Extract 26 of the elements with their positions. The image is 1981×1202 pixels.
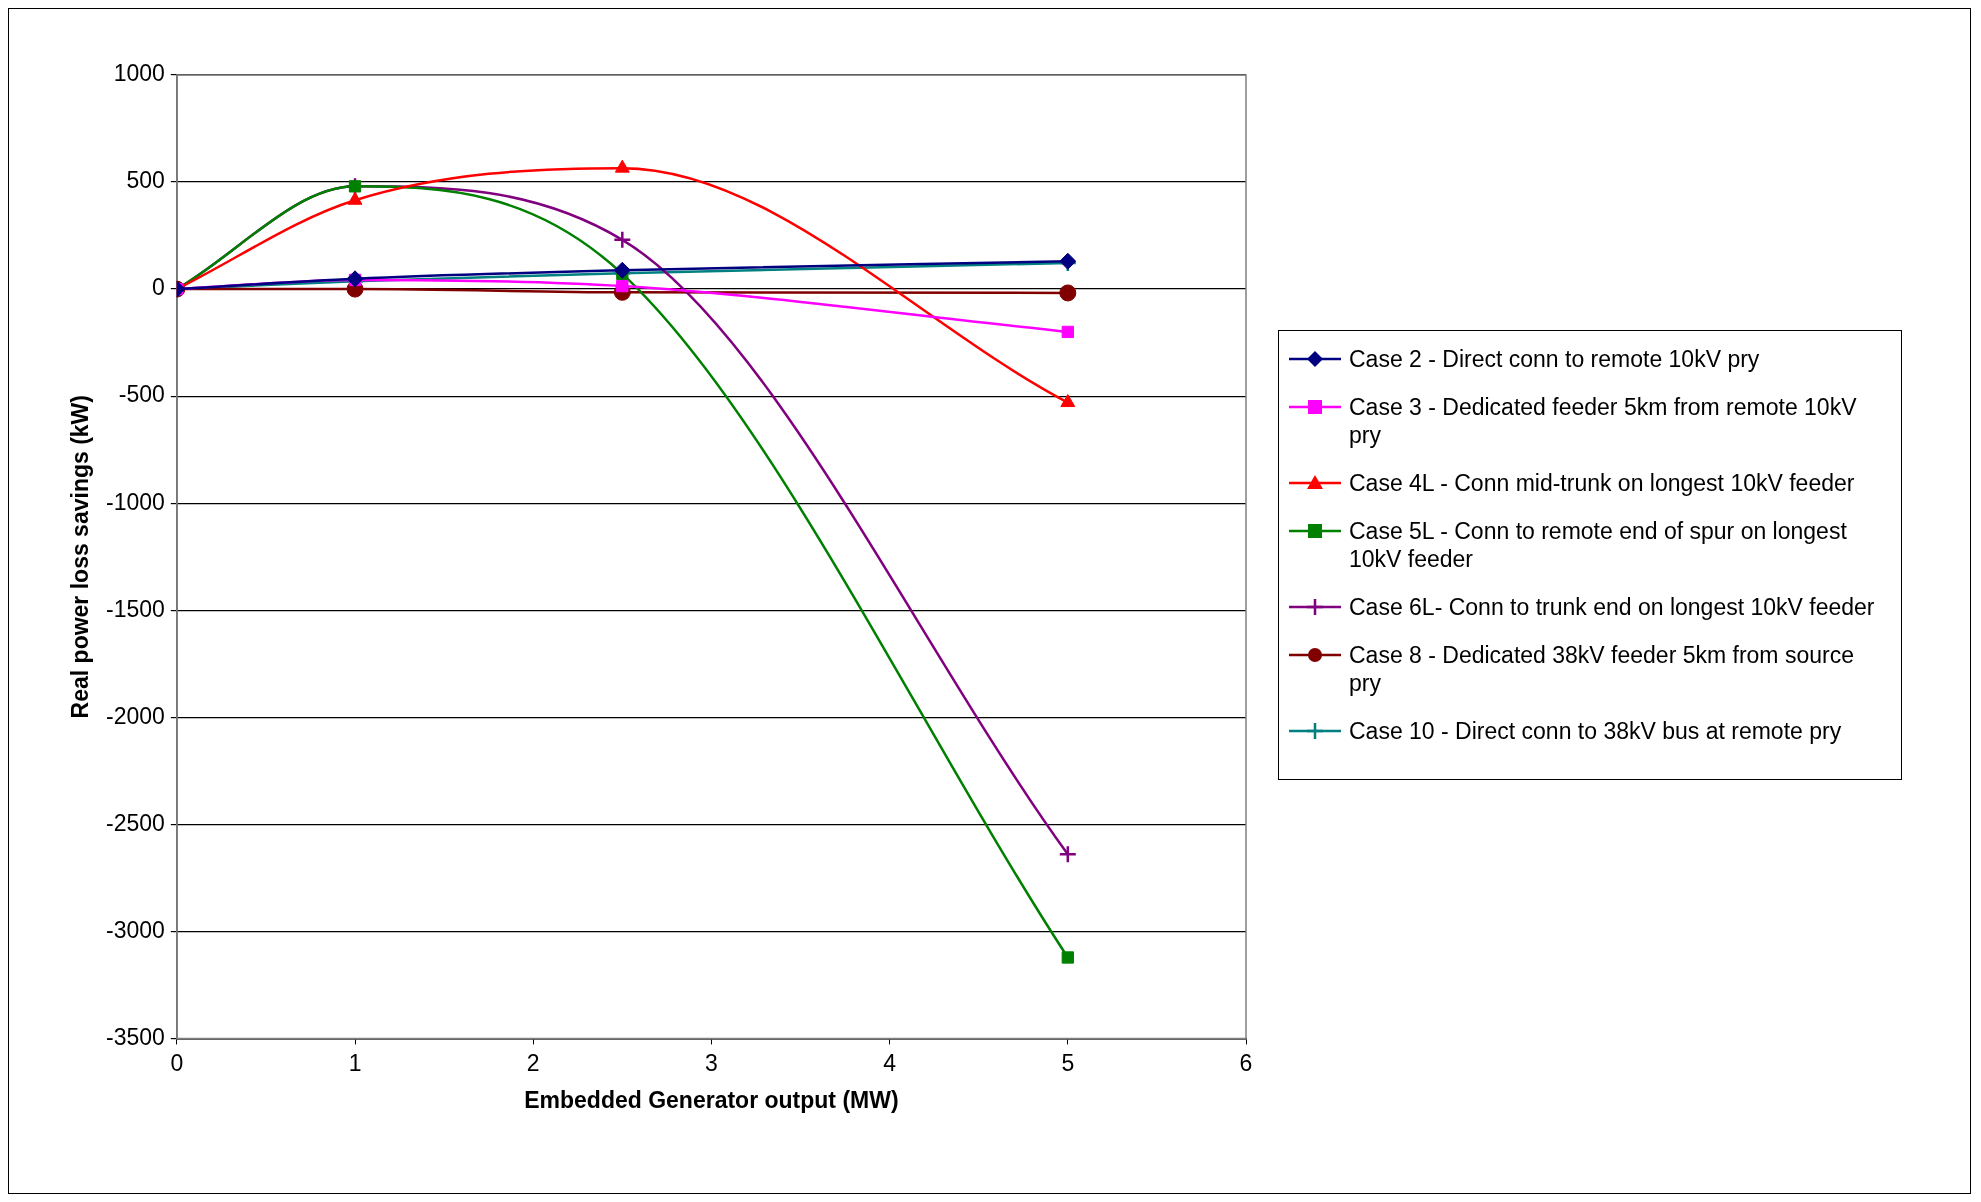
legend-label: Case 4L - Conn mid-trunk on longest 10kV feeder [1349, 469, 1855, 497]
y-tick-label: -3000 [106, 916, 165, 943]
x-tick-label: 4 [883, 1049, 897, 1076]
y-tick-label: -500 [118, 381, 165, 408]
x-tick-label: 5 [1061, 1049, 1075, 1076]
x-tick-label: 1 [348, 1049, 362, 1076]
y-axis-title: Real power loss savings (kW) [67, 395, 94, 719]
y-tick-label: -1000 [106, 488, 165, 515]
y-tick-label: -2500 [106, 809, 165, 836]
x-tick-label: 0 [170, 1049, 184, 1076]
x-tick-label: 3 [705, 1049, 718, 1076]
y-tick-label: -1500 [106, 595, 165, 622]
x-axis-title: Embedded Generator output (MW) [524, 1087, 899, 1114]
y-tick-label: -2000 [106, 702, 165, 729]
y-tick-label: 1000 [113, 60, 165, 87]
legend-label: Case 3 - Dedicated feeder 5km from remote 10kV pry [1349, 393, 1858, 449]
y-tick-label: 0 [152, 274, 165, 301]
x-tick-label: 2 [526, 1049, 540, 1076]
y-tick-label: 500 [126, 167, 165, 194]
legend-label: Case 8 - Dedicated 38kV feeder 5km from source pry [1349, 641, 1855, 697]
legend-label: Case 6L- Conn to trunk end on longest 10kV feeder [1349, 593, 1875, 621]
y-tick-label: -3500 [106, 1023, 165, 1050]
legend-label: Case 5L - Conn to remote end of spur on longest 10kV feeder [1349, 517, 1848, 573]
legend-label: Case 2 - Direct conn to remote 10kV pry [1349, 345, 1760, 373]
legend-label: Case 10 - Direct conn to 38kV bus at remote pry [1349, 717, 1842, 745]
x-tick-label: 6 [1239, 1049, 1253, 1076]
